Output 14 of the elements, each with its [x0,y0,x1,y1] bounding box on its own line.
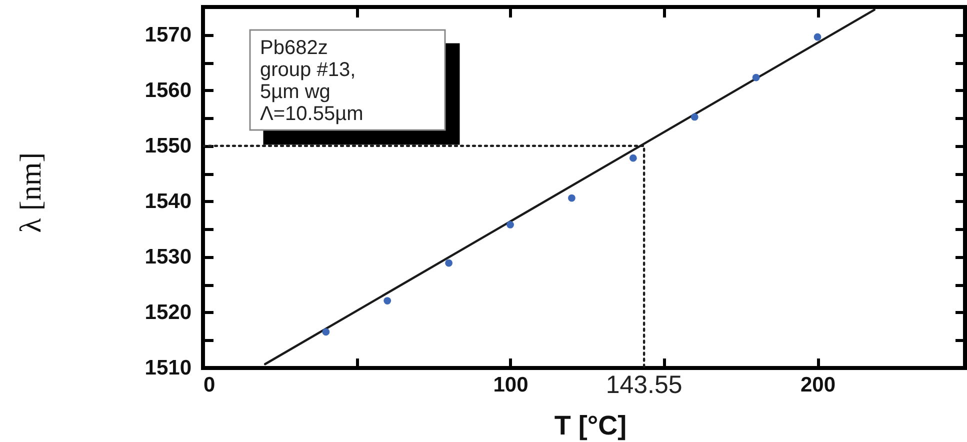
annotation: Pb682z group #13, 5µm wg Λ=10.55µm [260,37,364,125]
x-tick-label: 200 [800,374,836,396]
x-tick-label: 100 [493,374,528,396]
y-axis-title: λ [nm] [14,152,48,233]
x-axis-title: T [°C] [554,410,627,440]
y-tick-label: 1560 [144,78,192,102]
y-tick-label: 1520 [144,300,192,324]
y-tick-label: 1540 [144,190,192,213]
x-tick-label: 0 [204,374,216,396]
y-tick-label: 1550 [144,134,192,158]
y-tick-label: 1510 [144,356,192,380]
annotation: 143.55 [606,371,682,399]
y-tick-label: 1530 [144,245,192,268]
y-tick-label: 1570 [144,23,192,46]
